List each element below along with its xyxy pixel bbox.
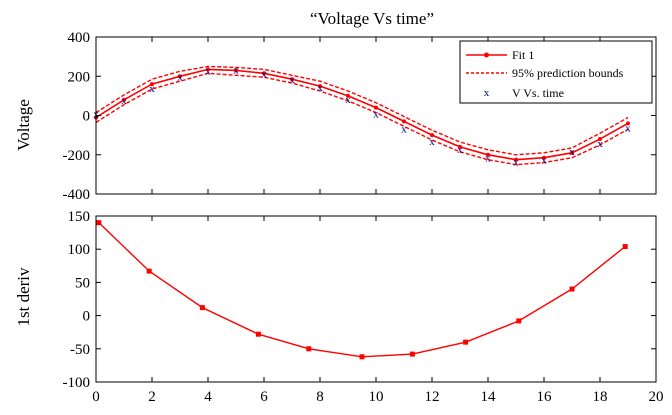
derivative-line [98, 222, 626, 358]
derivative-point [569, 286, 575, 292]
data-point-marker: x [457, 144, 463, 156]
data-point-marker: x [261, 68, 267, 80]
data-point-marker: x [401, 123, 407, 135]
fit-point [514, 157, 518, 162]
legend-item-data: x V Vs. time [484, 86, 564, 100]
derivative-point [409, 351, 415, 357]
derivative-point [255, 331, 261, 337]
x-tick-label: 14 [481, 389, 497, 405]
fit-point [206, 67, 210, 72]
derivative-plot-area [95, 215, 657, 383]
voltage-axis-ticks: -400 -200 0 200 400 [63, 30, 657, 203]
y-tick-label: -50 [70, 342, 90, 358]
data-point-marker: x [373, 109, 379, 121]
fit-point [542, 155, 546, 160]
x-tick-label: 20 [649, 389, 664, 405]
data-point-marker: x [121, 95, 127, 107]
x-tick-label: 12 [425, 389, 440, 405]
y-tick-label: 150 [68, 209, 91, 225]
x-tick-label: 6 [260, 389, 268, 405]
y-tick-label: 200 [68, 69, 91, 85]
y-tick-label: 100 [68, 242, 91, 258]
legend-label-data: V Vs. time [512, 86, 564, 100]
derivative-point [96, 220, 102, 226]
fit-point [318, 84, 322, 89]
fit-point [486, 152, 490, 157]
lower-prediction-bound-line [95, 72, 629, 166]
y-tick-label: 0 [83, 109, 91, 125]
y-axis-label-voltage: Voltage [14, 99, 33, 151]
fit-point [262, 71, 266, 76]
fit-point [150, 82, 154, 87]
derivative-subplot: 1st deriv -100 -50 0 50 100 150 0 2 4 6 8 10 12 14 16 1… [14, 209, 664, 405]
legend-label-bounds: 95% prediction bounds [512, 66, 624, 80]
legend-fit-marker [484, 52, 489, 58]
derivative-point [146, 268, 152, 274]
fit-point [402, 119, 406, 124]
data-point-marker: x [177, 71, 183, 83]
fit-point [626, 121, 630, 126]
x-tick-label: 2 [148, 389, 156, 405]
legend-box [459, 40, 653, 104]
legend-label-fit: Fit 1 [512, 48, 534, 62]
data-point-marker: x [149, 83, 155, 95]
upper-prediction-bound-line [95, 65, 629, 156]
data-point-marker: x [429, 136, 435, 148]
x-tick-label: 4 [204, 389, 212, 405]
fit-point [598, 137, 602, 142]
fit-point [234, 68, 238, 73]
fit-point [374, 105, 378, 110]
derivative-point [622, 244, 628, 250]
fit-point [178, 74, 182, 79]
legend-item-fit: Fit 1 [466, 48, 534, 62]
derivative-point [359, 354, 365, 360]
voltage-series-group: x x x x x x x x x x x x x x x x x x x x [93, 64, 631, 168]
derivative-series-group [96, 220, 628, 360]
derivative-axis-ticks: -100 -50 0 50 100 150 0 2 4 6 8 10 12 14 16 18 20 [63, 209, 664, 405]
data-point-marker: x [513, 157, 519, 169]
x-tick-label: 16 [537, 389, 553, 405]
data-point-marker: x [485, 153, 491, 165]
data-point-marker: x [569, 146, 575, 158]
y-tick-label: -400 [63, 187, 91, 203]
derivative-point [306, 346, 312, 352]
data-point-marker: x [541, 155, 547, 167]
fit-line [95, 68, 629, 161]
data-point-marker: x [289, 74, 295, 86]
derivative-point [463, 339, 469, 345]
legend-data-marker: x [484, 87, 490, 99]
y-tick-label: 50 [75, 275, 90, 291]
legend: Fit 1 95% prediction bounds x V Vs. time [459, 40, 653, 104]
legend-item-bounds: 95% prediction bounds [466, 66, 624, 80]
fit-point [346, 93, 350, 98]
fit-point [430, 133, 434, 138]
derivative-point [516, 318, 522, 324]
data-point-marker: x [205, 65, 211, 77]
y-tick-label: 0 [83, 309, 91, 325]
data-point-marker: x [345, 94, 351, 106]
data-point-marker: x [233, 64, 239, 76]
fit-point [570, 150, 574, 155]
y-axis-label-1st-deriv: 1st deriv [14, 267, 33, 327]
data-point-marker: x [625, 122, 631, 134]
y-tick-label: -200 [63, 148, 91, 164]
x-tick-label: 0 [92, 389, 100, 405]
fit-point [290, 77, 294, 82]
chart-title: “Voltage Vs time” [310, 9, 434, 28]
derivative-point [199, 305, 205, 311]
y-tick-label: -100 [63, 375, 91, 391]
y-tick-label: 400 [68, 30, 91, 46]
fit-point [122, 97, 126, 102]
x-tick-label: 10 [369, 389, 384, 405]
x-tick-label: 18 [593, 389, 608, 405]
data-point-marker: x [317, 82, 323, 94]
data-point-marker: x [597, 138, 603, 150]
x-tick-label: 8 [316, 389, 324, 405]
fit-point [458, 144, 462, 149]
